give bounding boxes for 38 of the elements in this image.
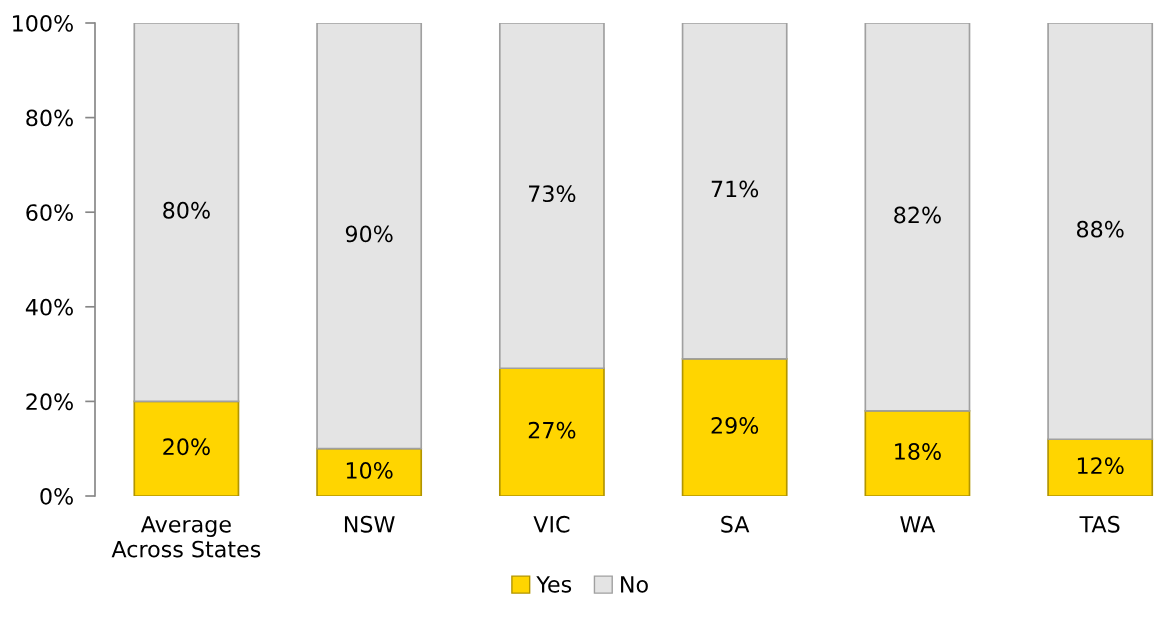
bar bbox=[681, 23, 788, 360]
bar bbox=[1047, 23, 1154, 441]
data-label: 18% bbox=[895, 443, 941, 460]
data-label: 12% bbox=[1077, 457, 1124, 475]
bar bbox=[316, 447, 423, 496]
bar bbox=[133, 400, 240, 496]
bar bbox=[498, 23, 605, 370]
bar bbox=[133, 23, 240, 403]
bar bbox=[681, 357, 788, 496]
data-label: 29% bbox=[711, 417, 759, 434]
bar bbox=[498, 367, 605, 496]
data-label: 80% bbox=[163, 201, 210, 219]
data-label: 10% bbox=[346, 461, 393, 479]
y-tick-label: 80% bbox=[26, 109, 73, 127]
data-label: 88% bbox=[1076, 220, 1124, 238]
x-tick-label: NSW bbox=[344, 515, 395, 533]
x-tick-label: TAS bbox=[1079, 515, 1120, 533]
bar bbox=[864, 23, 971, 412]
y-tick-label: 40% bbox=[25, 298, 73, 316]
bar bbox=[316, 23, 423, 450]
bar bbox=[864, 410, 971, 496]
data-label: 71% bbox=[711, 180, 759, 198]
bar bbox=[1047, 438, 1154, 496]
data-label: 20% bbox=[163, 438, 210, 456]
x-tick-label: VIC bbox=[533, 515, 570, 533]
y-tick-label: 0% bbox=[40, 487, 73, 505]
x-tick-label: SA bbox=[721, 515, 750, 533]
x-tick-label: WA bbox=[900, 516, 936, 533]
y-tick-label: 100% bbox=[13, 14, 73, 32]
y-tick-label: 60% bbox=[26, 204, 73, 221]
y-tick-label: 20% bbox=[26, 393, 73, 411]
legend-label: Yes bbox=[536, 576, 572, 593]
data-label: 82% bbox=[894, 206, 941, 224]
x-tick-label: Average Across States bbox=[111, 516, 261, 558]
data-label: 27% bbox=[528, 421, 576, 439]
legend-label: No bbox=[621, 576, 648, 593]
data-label: 90% bbox=[345, 225, 393, 243]
data-label: 73% bbox=[529, 185, 576, 203]
